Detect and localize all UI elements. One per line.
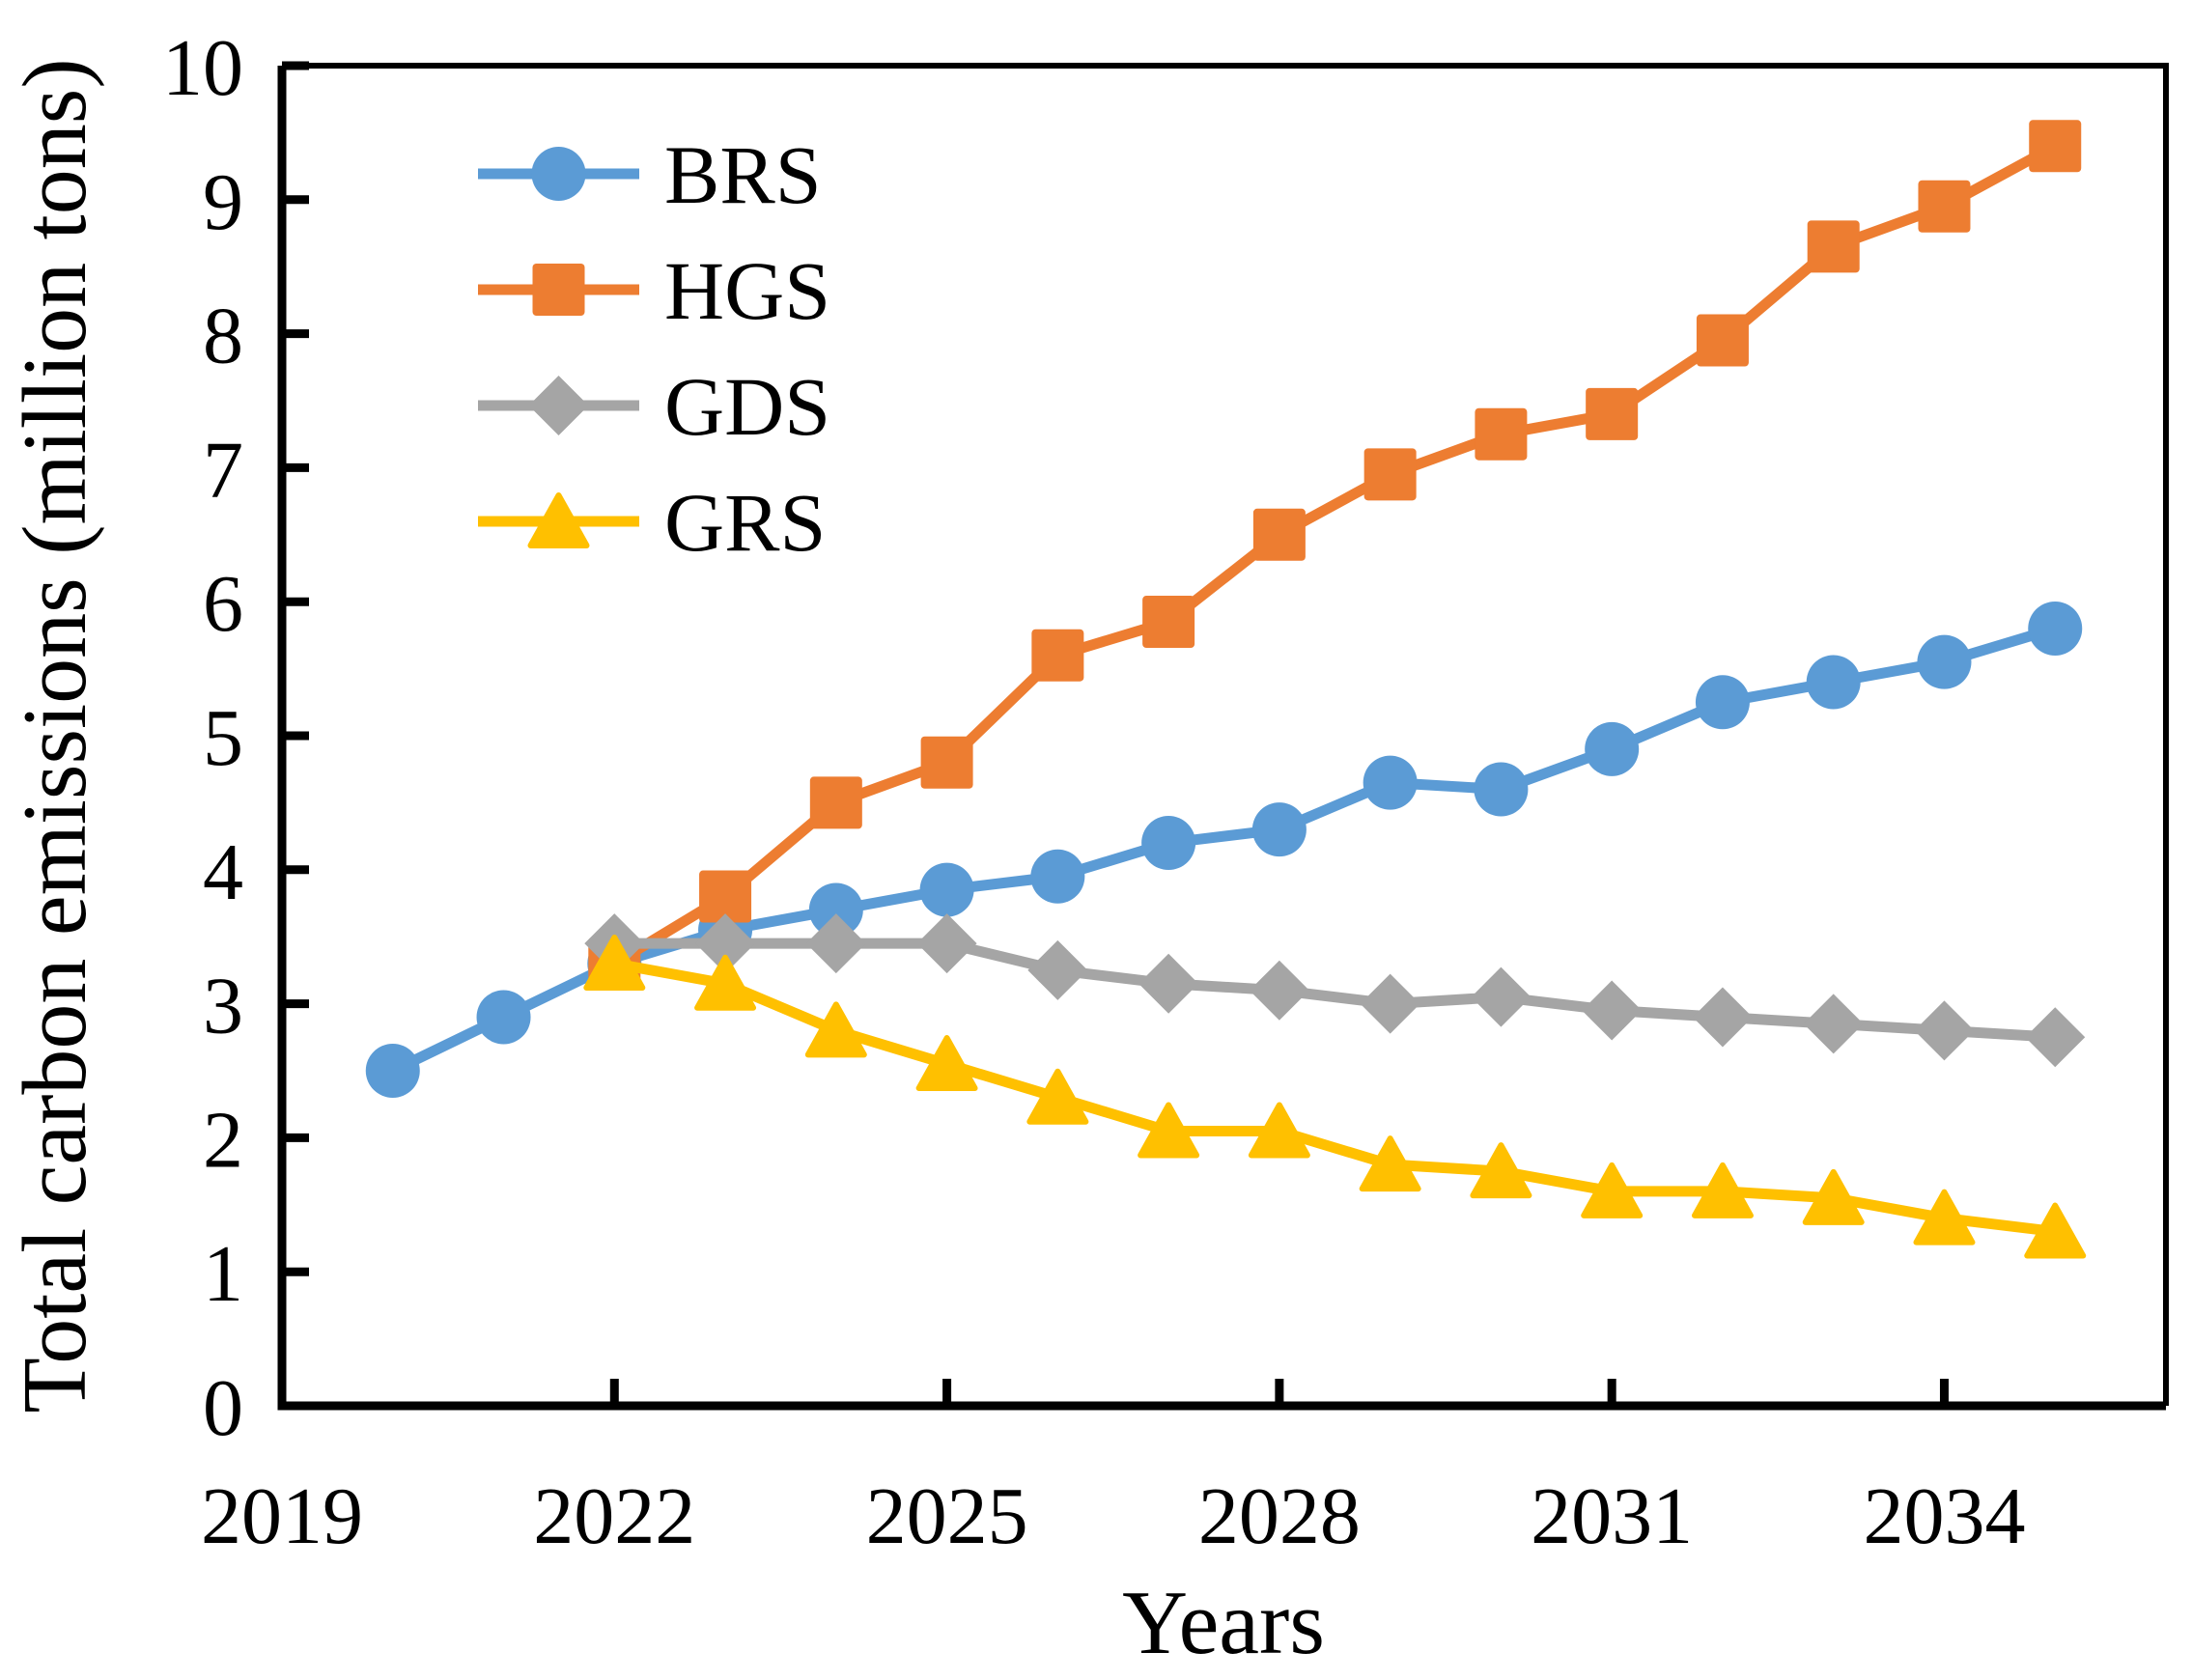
series-HGS-marker (920, 736, 973, 789)
series-HGS-marker (699, 870, 752, 923)
series-HGS-marker (2029, 120, 2082, 173)
y-tick-label: 8 (203, 292, 243, 381)
series-BRS-marker (2028, 601, 2083, 656)
x-tick-label: 2028 (1198, 1471, 1361, 1561)
legend-marker-HGS (532, 264, 585, 316)
series-GDS-marker (1360, 973, 1420, 1034)
y-tick-label: 2 (203, 1095, 243, 1185)
y-tick-label: 0 (203, 1363, 243, 1453)
series-BRS-marker (365, 1044, 420, 1098)
series-HGS-marker (1252, 508, 1306, 561)
x-tick-label: 2025 (866, 1471, 1028, 1561)
series-GRS-marker (1691, 1162, 1754, 1218)
series-GRS-marker (1359, 1135, 1421, 1192)
series-HGS-marker (1586, 387, 1639, 440)
x-axis-title: Years (1122, 1573, 1325, 1673)
series-GDS-marker (1582, 980, 1643, 1041)
series-BRS-marker (919, 862, 974, 917)
series-BRS-marker (1695, 675, 1750, 730)
series-GRS-marker (1026, 1068, 1089, 1125)
series-HGS-marker (1696, 314, 1749, 367)
series-HGS-marker (1363, 448, 1417, 501)
legend-marker-GDS (528, 376, 589, 435)
y-tick-label: 9 (203, 157, 243, 247)
series-GDS-marker (1138, 953, 1199, 1014)
series-GRS-marker (1248, 1102, 1310, 1159)
series-BRS-marker (1806, 655, 1861, 710)
y-tick-label: 10 (162, 23, 243, 113)
series-GRS-marker (1138, 1102, 1200, 1159)
series-GDS-marker (1692, 987, 1753, 1048)
series-BRS-marker (1363, 755, 1418, 810)
series-GRS-marker (804, 1001, 867, 1058)
series-GDS-marker (1803, 994, 1864, 1054)
legend-marker-BRS (531, 147, 586, 201)
x-tick-label: 2022 (533, 1471, 695, 1561)
series-BRS-line (390, 623, 2057, 1076)
series-BRS-marker (476, 990, 531, 1045)
series-GRS-marker (915, 1035, 978, 1092)
legend-label-HGS: HGS (664, 244, 830, 337)
legend-label-GDS: GDS (664, 360, 830, 453)
y-tick-label: 6 (203, 559, 243, 649)
y-tick-label: 4 (203, 827, 243, 917)
series-GRS-marker (1802, 1168, 1865, 1225)
plot-area: 2019 2022 2025 2028 2031 2034 0 1 2 3 4 5 6 7 8 9 10 BRS H… (162, 23, 2169, 1561)
series-GRS-marker (583, 934, 646, 991)
x-tick-label: 2019 (201, 1471, 363, 1561)
series-GDS-marker (695, 913, 756, 974)
legend-marker-GRS (527, 492, 590, 548)
y-tick-label: 5 (203, 693, 243, 783)
series-BRS-marker (1141, 816, 1196, 871)
legend-label-BRS: BRS (664, 128, 822, 221)
series-HGS-marker (1807, 220, 1860, 273)
axis-spines-top-right (282, 63, 2169, 1406)
x-tick-label: 2031 (1531, 1471, 1693, 1561)
series-BRS-marker (1251, 802, 1307, 857)
series-HGS-marker (1142, 596, 1195, 649)
series-GRS-marker (2024, 1202, 2087, 1259)
legend-label-GRS: GRS (664, 476, 826, 569)
series-GDS-marker (805, 913, 866, 974)
series-BRS-marker (1030, 849, 1085, 904)
series-BRS-marker (1474, 762, 1529, 817)
series-GDS-marker (916, 913, 977, 974)
series-BRS-marker (808, 882, 863, 938)
x-tick-label: 2034 (1863, 1471, 2025, 1561)
y-axis-title: Total carbon emissions (million tons) (5, 58, 105, 1413)
series-HGS-marker (1475, 407, 1528, 461)
y-tick-label: 7 (203, 425, 243, 515)
series-HGS-marker (809, 776, 862, 829)
series-BRS-marker (1917, 634, 1972, 689)
series-HGS-marker (1918, 180, 1971, 233)
series-GDS-marker (1471, 966, 1532, 1027)
series-GDS-marker (2025, 1007, 2086, 1068)
y-tick-label: 1 (203, 1229, 243, 1319)
series-HGS-marker (1031, 629, 1084, 682)
series-BRS-marker (1585, 721, 1640, 776)
series-GRS-marker (1913, 1189, 1976, 1246)
series-GDS-marker (1249, 960, 1309, 1021)
series-GRS-marker (1581, 1162, 1644, 1218)
y-tick-label: 3 (203, 962, 243, 1051)
series-GDS-marker (1914, 1000, 1975, 1061)
series-GDS-marker (1027, 939, 1088, 1000)
series-GRS-marker (1470, 1142, 1532, 1199)
series-GRS-marker (694, 954, 757, 1011)
